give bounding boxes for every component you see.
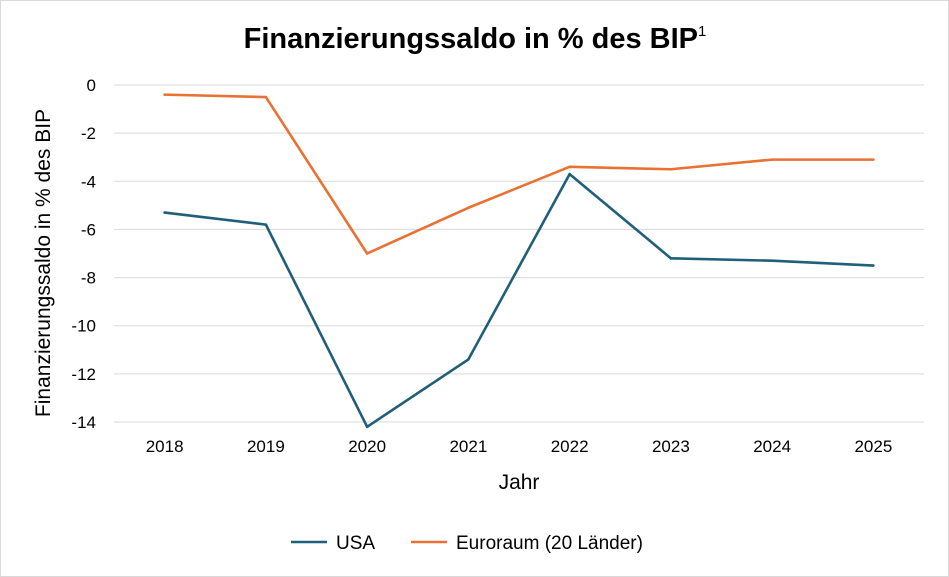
y-tick-label: -10 (71, 317, 96, 336)
data-point (467, 358, 470, 361)
x-tick-label: 2022 (551, 437, 589, 456)
series-line-0 (164, 172, 874, 429)
x-tick-label: 2024 (753, 437, 791, 456)
data-point (568, 165, 571, 169)
x-tick-label: 2019 (247, 437, 285, 456)
y-tick-label: 0 (87, 76, 96, 95)
x-tick-label: 2021 (449, 437, 487, 456)
data-point (365, 425, 369, 429)
chart-title-text: Finanzierungssaldo in % des BIP (244, 23, 698, 55)
data-point (872, 264, 875, 267)
data-point (568, 172, 571, 176)
legend: USA Euroraum (20 Länder) (291, 533, 643, 554)
data-point (163, 211, 166, 214)
y-tick-labels: 0 -2 -4 -6 -8 -10 -12 -14 (71, 76, 96, 432)
series-line-1 (164, 93, 874, 255)
x-tick-label: 2020 (348, 437, 386, 456)
series-lines (163, 93, 875, 429)
data-point (264, 95, 268, 99)
data-point (163, 93, 166, 96)
y-tick-label: -2 (81, 124, 96, 143)
data-point (770, 158, 774, 161)
y-tick-label: -12 (71, 365, 96, 384)
x-axis-title: Jahr (499, 471, 540, 494)
x-tick-labels: 2018 2019 2020 2021 2022 2023 2024 2025 (146, 437, 893, 456)
data-point (669, 257, 673, 260)
y-tick-label: -8 (81, 269, 96, 288)
data-point (467, 206, 470, 210)
legend-label-1: Euroraum (20 Länder) (456, 533, 643, 554)
y-tick-label: -14 (71, 413, 96, 432)
chart-title-superscript: 1 (698, 23, 706, 40)
chart-title: Finanzierungssaldo in % des BIP1 (244, 23, 707, 55)
legend-label-0: USA (336, 533, 375, 554)
data-point (264, 223, 268, 226)
y-tick-label: -6 (81, 220, 96, 239)
x-tick-label: 2018 (146, 437, 184, 456)
data-point (669, 167, 673, 171)
data-point (770, 259, 774, 263)
y-tick-label: -4 (81, 172, 96, 191)
data-point (365, 252, 369, 255)
gridlines (114, 84, 924, 423)
x-tick-label: 2023 (652, 437, 690, 456)
data-point (872, 158, 875, 161)
x-tick-label: 2025 (854, 437, 892, 456)
y-axis-title: Finanzierungssaldo in % des BIP (32, 109, 55, 417)
